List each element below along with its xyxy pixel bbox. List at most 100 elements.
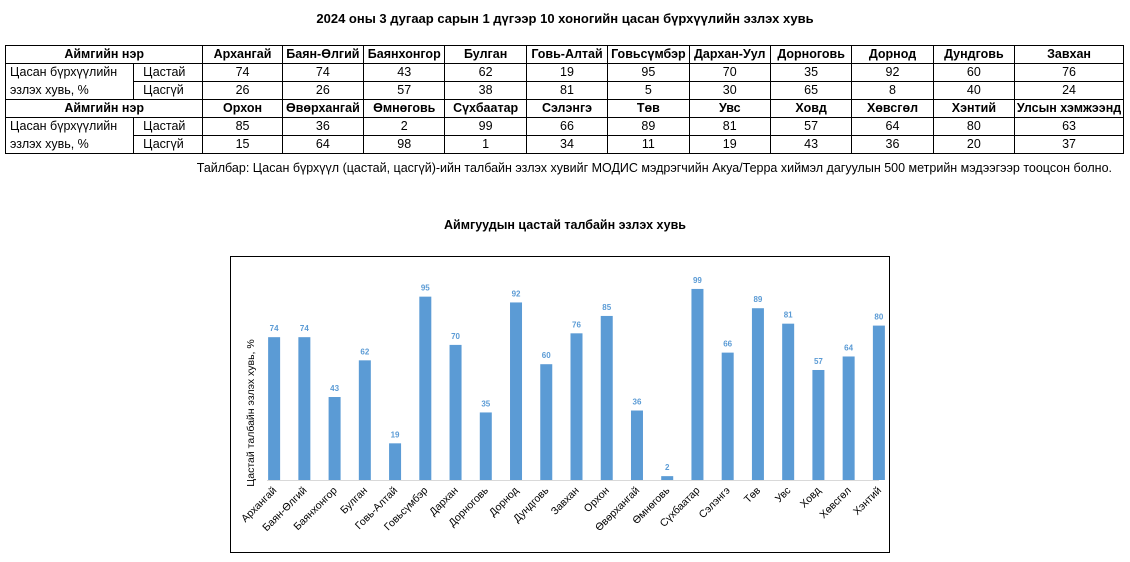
snow-sublabel: Цастай	[133, 117, 204, 136]
table-cell-nosnow: 1	[444, 135, 527, 154]
data-label: 64	[844, 343, 853, 352]
table-cell-nosnow: 26	[281, 81, 365, 100]
table-cell-snow: 19	[525, 63, 609, 82]
bar	[782, 323, 795, 480]
table-cell-nosnow: 5	[607, 81, 690, 100]
table-note: Тайлбар: Цасан бүрхүүл (цастай, цасгүй)-…	[196, 161, 1112, 175]
bar	[389, 443, 402, 480]
table-row-snow: Цасан бүрхүүлийн Цастай 85 36 2 99 66 89 81 57 64 8…	[4, 117, 1124, 136]
bar	[419, 296, 432, 480]
table-cell-nosnow: 15	[202, 135, 283, 154]
x-tick-label: Хэнтий	[851, 485, 884, 518]
table-aimag-name: Дорноговь	[769, 45, 853, 64]
data-label: 80	[874, 313, 883, 322]
data-label: 36	[633, 398, 642, 407]
data-label: 89	[753, 295, 762, 304]
x-tick-label: Төв	[742, 484, 763, 505]
table-aimag-name: Баянхонгор	[363, 45, 446, 64]
chart-title: Аймгуудын цастай талбайн эзлэх хувь	[444, 218, 686, 232]
table-aimag-name: Өмнөговь	[363, 99, 446, 118]
row-label: Цасан бүрхүүлийн	[4, 63, 135, 82]
table-cell-nosnow: 43	[769, 135, 853, 154]
bar	[298, 337, 311, 480]
table-header-name: Аймгийн нэр	[4, 45, 204, 64]
bar	[721, 352, 734, 480]
bar	[268, 337, 281, 480]
table-header-row: Аймгийн нэр Орхон Өвөрхангай Өмнөговь Сүхбаа…	[4, 99, 1124, 118]
table-row-nosnow: эзлэх хувь, % Цасгүй 15 64 98 1 34 11 19 43 36 20 37	[4, 135, 1124, 154]
data-label: 95	[421, 284, 430, 293]
data-label: 70	[451, 332, 460, 341]
table-aimag-name: Говьсүмбэр	[607, 45, 690, 64]
data-label: 2	[665, 463, 670, 472]
data-label: 62	[360, 347, 369, 356]
table-cell-snow: 85	[202, 117, 283, 136]
bar	[510, 302, 523, 480]
table-aimag-name: Завхан	[1014, 45, 1124, 64]
page-title: 2024 оны 3 дугаар сарын 1 дүгээр 10 хоно…	[316, 11, 814, 26]
x-tick-label: Сэлэнгэ	[697, 485, 733, 521]
table-cell-snow: 95	[607, 63, 690, 82]
table-aimag-name: Дорнод	[851, 45, 934, 64]
x-tick-label: Завхан	[549, 484, 582, 517]
table-cell-nosnow: 98	[363, 135, 446, 154]
table-aimag-name: Өвөрхангай	[281, 99, 365, 118]
table-cell-snow: 63	[1014, 117, 1124, 136]
bar	[328, 397, 341, 480]
table-cell-snow: 89	[607, 117, 690, 136]
bar	[630, 410, 643, 480]
row-label: Цасан бүрхүүлийн	[4, 117, 135, 136]
table-aimag-name: Архангай	[202, 45, 283, 64]
data-label: 99	[693, 276, 702, 285]
table-cell-snow: 74	[281, 63, 365, 82]
bar	[600, 315, 613, 480]
bar	[449, 344, 462, 480]
table-cell-snow: 80	[932, 117, 1016, 136]
bar	[812, 369, 825, 480]
table-aimag-name: Хэнтий	[932, 99, 1016, 118]
x-tick-label: Ховд	[798, 485, 824, 511]
table-cell-snow: 36	[281, 117, 365, 136]
table-aimag-name: Улсын хэмжээнд	[1014, 99, 1124, 118]
table-cell-snow: 74	[202, 63, 283, 82]
row-label: эзлэх хувь, %	[4, 135, 135, 154]
table-cell-snow: 60	[932, 63, 1016, 82]
table-aimag-name: Дундговь	[932, 45, 1016, 64]
nosnow-sublabel: Цасгүй	[133, 135, 204, 154]
snow-sublabel: Цастай	[133, 63, 204, 82]
table-aimag-name: Булган	[444, 45, 527, 64]
table-cell-snow: 2	[363, 117, 446, 136]
table-cell-snow: 57	[769, 117, 853, 136]
table-cell-snow: 43	[363, 63, 446, 82]
table-aimag-name: Орхон	[202, 99, 283, 118]
bar	[751, 308, 764, 480]
table-cell-nosnow: 34	[525, 135, 609, 154]
nosnow-sublabel: Цасгүй	[133, 81, 204, 100]
table-cell-snow: 81	[688, 117, 771, 136]
table-aimag-name: Дархан-Уул	[688, 45, 771, 64]
table-cell-nosnow: 30	[688, 81, 771, 100]
data-label: 35	[481, 399, 490, 408]
data-label: 74	[300, 324, 309, 333]
row-label: эзлэх хувь, %	[4, 81, 135, 100]
table-cell-nosnow: 20	[932, 135, 1016, 154]
data-label: 19	[391, 430, 400, 439]
table-aimag-name: Сэлэнгэ	[525, 99, 609, 118]
table-header-name: Аймгийн нэр	[4, 99, 204, 118]
table-cell-snow: 62	[444, 63, 527, 82]
table-aimag-name: Увс	[688, 99, 771, 118]
table-aimag-name: Төв	[607, 99, 690, 118]
table-header-row: Аймгийн нэр Архангай Баян-Өлгий Баянхонгор Б…	[4, 45, 1124, 64]
bar	[479, 412, 492, 480]
data-label: 85	[602, 303, 611, 312]
table-cell-nosnow: 36	[851, 135, 934, 154]
table-aimag-name: Ховд	[769, 99, 853, 118]
table-aimag-name: Сүхбаатар	[444, 99, 527, 118]
data-label: 92	[512, 289, 521, 298]
table-cell-nosnow: 26	[202, 81, 283, 100]
bar	[842, 356, 855, 480]
table-cell-nosnow: 57	[363, 81, 446, 100]
table-row-snow: Цасан бүрхүүлийн Цастай 74 74 43 62 19 95 70 35 92…	[4, 63, 1124, 82]
chart-area: Цастай талбайн эзлэх хувь, % 74 Архангай 7…	[230, 256, 890, 553]
bar	[872, 325, 885, 480]
